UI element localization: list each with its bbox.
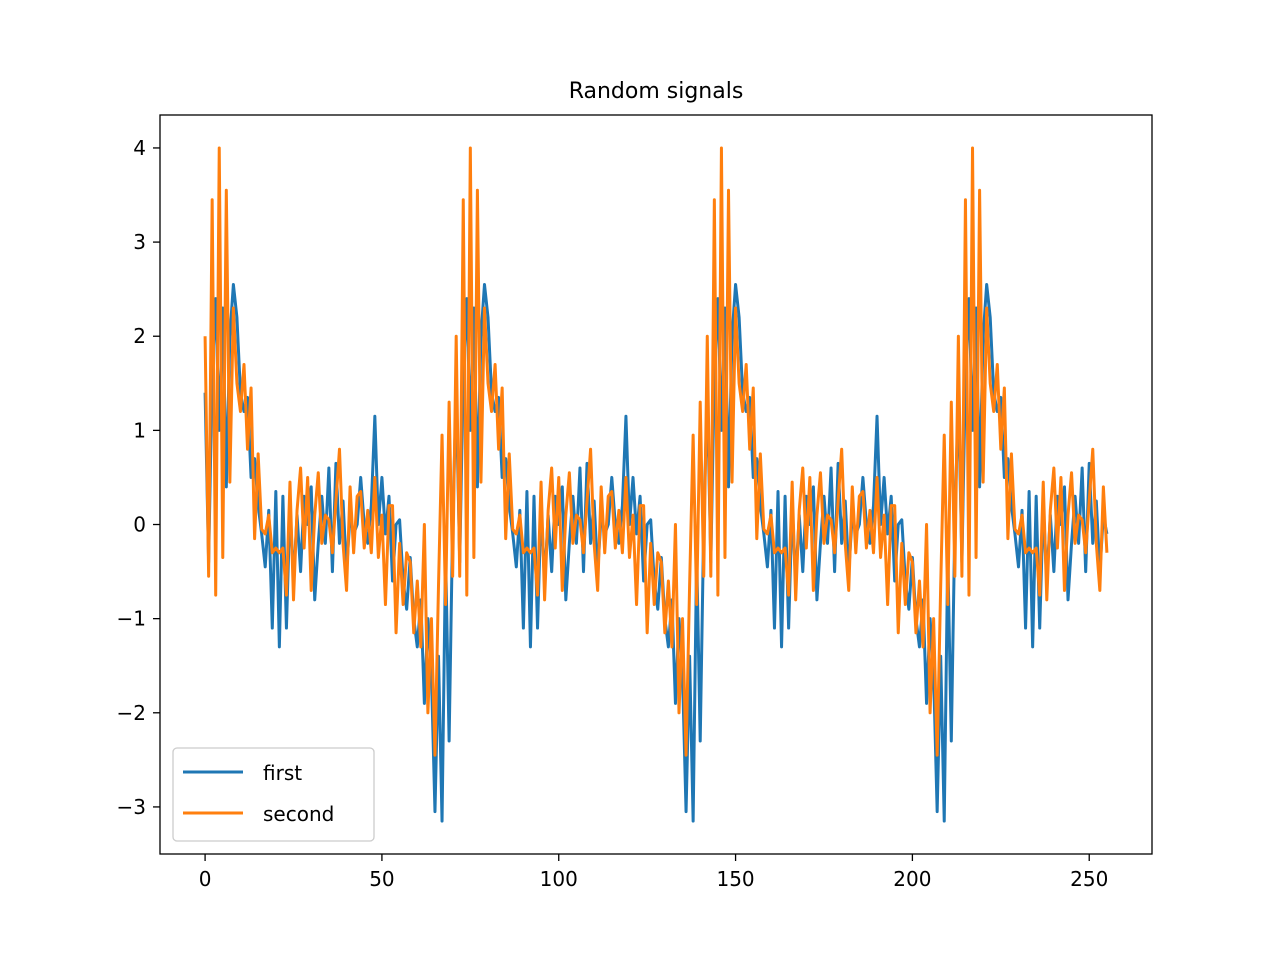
y-tick-label: −1 — [117, 607, 146, 631]
x-tick-label: 0 — [199, 867, 212, 891]
y-axis: −3 −2 −1 0 1 2 3 4 — [117, 136, 160, 819]
x-tick-label: 250 — [1070, 867, 1108, 891]
y-tick-label: 4 — [133, 136, 146, 160]
axes-frame — [159, 114, 1153, 855]
series-line-second — [203, 146, 1109, 757]
y-tick-label: 3 — [133, 230, 146, 254]
x-tick-label: 50 — [369, 867, 394, 891]
chart-title: Random signals — [569, 79, 744, 104]
y-tick-label: 0 — [133, 513, 146, 537]
y-tick-label: −2 — [117, 701, 146, 725]
x-axis: 0 50 100 150 200 250 — [199, 854, 1108, 891]
x-tick-label: 200 — [893, 867, 931, 891]
y-tick-label: −3 — [117, 795, 146, 819]
y-tick-label: 2 — [133, 324, 146, 348]
series-layer — [203, 146, 1109, 823]
x-tick-label: 100 — [540, 867, 578, 891]
plot-area — [160, 115, 1152, 854]
legend-label-first: first — [263, 761, 302, 785]
legend-label-second: second — [263, 802, 334, 826]
legend: first second — [172, 747, 375, 842]
x-tick-label: 150 — [716, 867, 754, 891]
y-tick-label: 1 — [133, 418, 146, 442]
